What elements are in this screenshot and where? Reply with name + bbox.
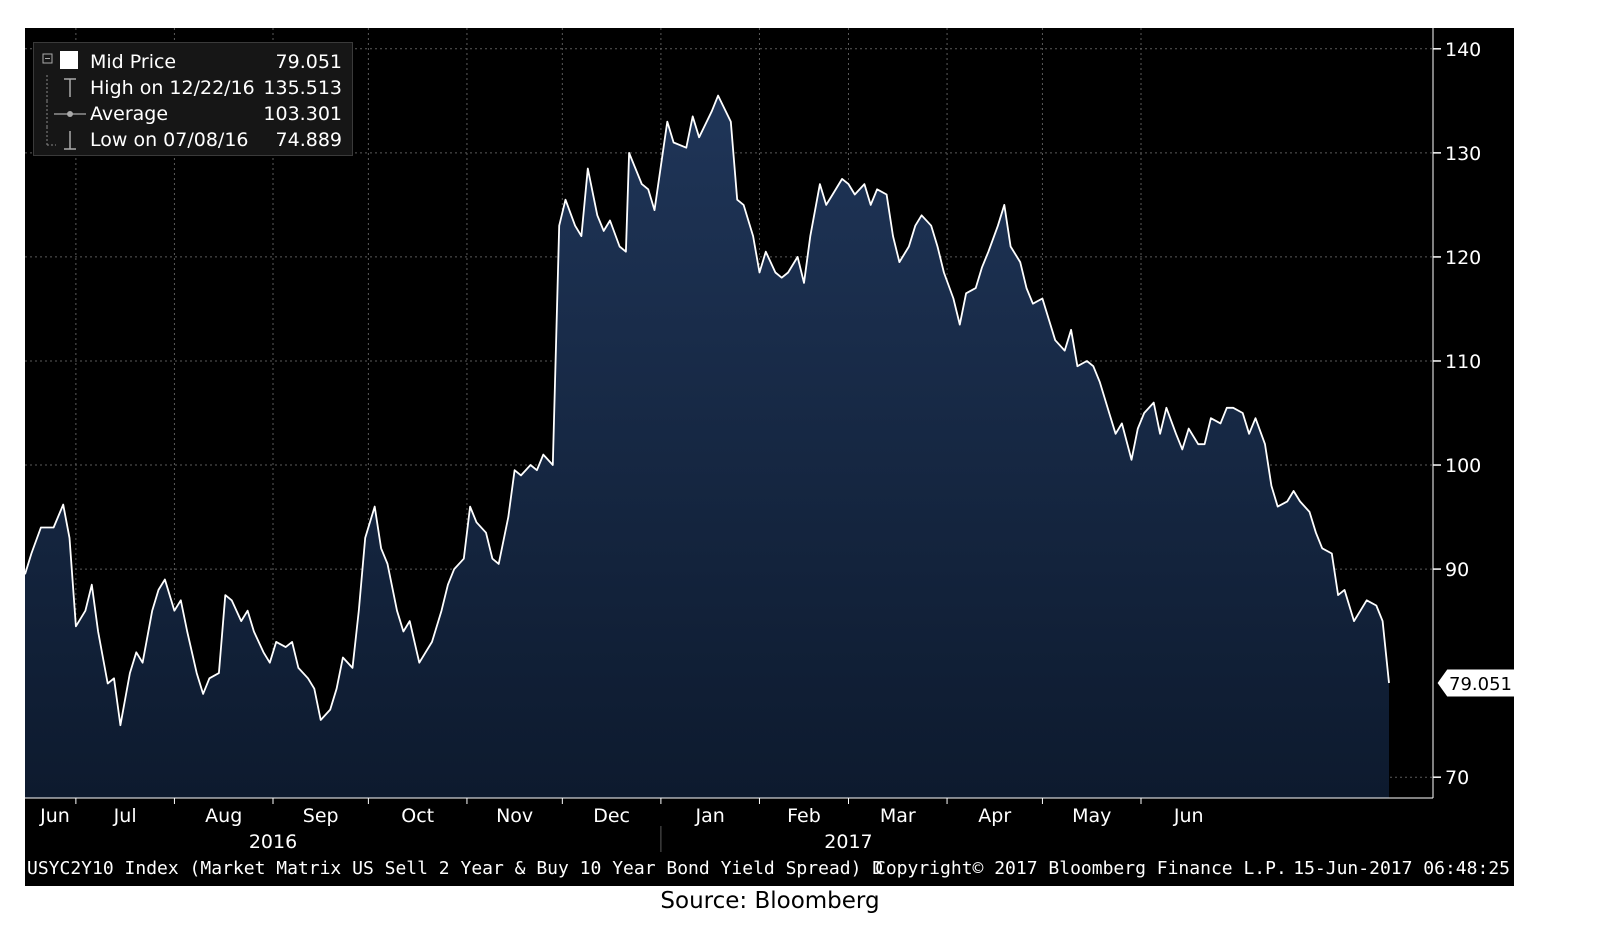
legend-label-average: Average — [90, 103, 169, 125]
legend-item-average: Average 103.301 — [42, 101, 342, 127]
x-tick-label: Jul — [113, 805, 137, 827]
x-year-label: 2016 — [249, 831, 297, 853]
x-tick-label: Nov — [496, 805, 533, 827]
footer-timestamp: 15-Jun-2017 06:48:25 — [1293, 858, 1510, 879]
x-tick-label: Dec — [593, 805, 630, 827]
x-tick-label: Jan — [695, 805, 725, 827]
y-tick-label: 90 — [1445, 559, 1469, 581]
chart-svg: 70 90 100 110 120 130 140 Jun Jul Aug Sep Oct Nov Dec… — [25, 28, 1514, 853]
x-tick-label: May — [1072, 805, 1111, 827]
legend-high-icon — [46, 75, 76, 101]
chart-frame: 70 90 100 110 120 130 140 Jun Jul Aug Sep Oct Nov Dec… — [25, 28, 1514, 886]
legend-value-low: 74.889 — [275, 129, 342, 151]
legend-box: Mid Price 79.051 High on 12/22/16 135.51… — [33, 42, 353, 156]
y-tick-label: 120 — [1445, 247, 1481, 269]
legend-mid-price-icon — [42, 51, 78, 69]
last-price-tag-shape — [1436, 668, 1514, 698]
x-tick-label: Apr — [978, 805, 1011, 827]
legend-label-low: Low on 07/08/16 — [90, 129, 249, 151]
y-tick-label: 70 — [1445, 767, 1469, 789]
source-caption: Source: Bloomberg — [660, 888, 880, 914]
x-tick-label: Aug — [205, 805, 242, 827]
series-area — [25, 95, 1389, 799]
legend-average-icon — [46, 101, 86, 127]
axis-layer: 70 90 100 110 120 130 140 Jun Jul Aug Sep Oct Nov Dec… — [25, 28, 1481, 853]
x-tick-label: Mar — [880, 805, 916, 827]
last-price-tag: 79.051 — [1436, 668, 1514, 698]
x-tick-label: Sep — [303, 805, 339, 827]
y-tick-label: 110 — [1445, 351, 1481, 373]
x-tick-label: Oct — [401, 805, 434, 827]
x-tick-label: Jun — [1173, 805, 1204, 827]
legend-item-high: High on 12/22/16 135.513 — [42, 75, 342, 101]
legend-low-icon — [46, 127, 76, 150]
legend-label-high: High on 12/22/16 — [90, 77, 255, 99]
footer-copyright: Copyright© 2017 Bloomberg Finance L.P. — [875, 858, 1287, 879]
footer-bar: USYC2Y10 Index (Market Matrix US Sell 2 … — [25, 854, 1514, 886]
footer-index-label: USYC2Y10 Index (Market Matrix US Sell 2 … — [27, 858, 884, 879]
series-line — [25, 94, 1390, 727]
legend-item-mid-price: Mid Price 79.051 — [42, 49, 342, 75]
legend-value-mid-price: 79.051 — [275, 51, 342, 73]
legend-value-high: 135.513 — [263, 77, 342, 99]
y-tick-label: 140 — [1445, 39, 1481, 61]
x-tick-label: Jun — [39, 805, 70, 827]
last-price-tag-text: 79.051 — [1449, 674, 1512, 695]
x-year-label: 2017 — [824, 831, 872, 853]
y-tick-label: 130 — [1445, 143, 1481, 165]
y-tick-label: 100 — [1445, 455, 1481, 477]
x-tick-label: Feb — [787, 805, 821, 827]
legend-item-low: Low on 07/08/16 74.889 — [42, 127, 342, 153]
legend-value-average: 103.301 — [263, 103, 342, 125]
legend-label-mid-price: Mid Price — [90, 51, 177, 73]
